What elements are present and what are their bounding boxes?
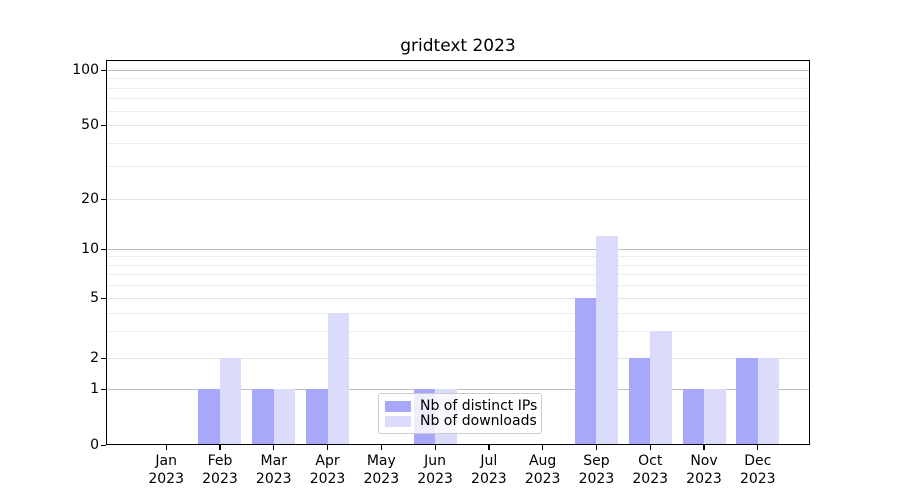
y-tick-label: 50 [81,117,99,133]
gridline-minor [106,78,810,80]
y-tick-label: 2 [90,350,99,366]
x-tick-label: Oct 2023 [632,453,669,487]
gridline-minor [106,87,810,89]
gridline-minor [106,274,810,276]
x-tick-mark [273,445,275,450]
y-tick-label: 10 [81,241,99,257]
chart-title: gridtext 2023 [400,36,516,56]
y-tick-mark [101,198,106,200]
gridline-sub [106,358,810,359]
bar-downloads-dec [757,358,780,445]
x-tick-mark [380,445,383,450]
bar-distinct-ips-dec [736,358,758,445]
gridline-minor [106,264,810,266]
x-tick-label: Nov 2023 [686,453,722,487]
gridline-minor [106,143,810,145]
gridline-minor [106,166,810,168]
y-tick-mark [101,357,106,359]
gridline-minor [106,256,810,258]
x-tick-mark [326,445,329,450]
bar-downloads-feb [219,358,242,445]
y-tick-label: 0 [90,437,99,453]
gridline-minor [106,331,810,333]
bar-downloads-sep [596,235,618,445]
y-tick-label: 1 [90,381,99,397]
plot-area [106,60,810,445]
legend-label-downloads: Nb of downloads [420,413,537,429]
y-tick-mark [101,248,106,250]
x-tick-label: Jun 2023 [417,453,453,487]
gridline-sub [106,199,810,200]
bar-distinct-ips-sep [574,298,597,445]
gridline-major [106,70,810,71]
x-tick-mark [649,445,651,450]
y-tick-mark [101,297,106,299]
x-tick-label: Jul 2023 [471,453,507,487]
x-tick-label: May 2023 [363,453,400,487]
x-tick-mark [542,445,544,450]
x-tick-mark [219,445,221,450]
plot-frame [106,60,810,445]
gridline-minor [106,110,810,112]
bar-downloads-oct [650,331,672,445]
x-tick-label: Sep 2023 [578,453,615,487]
legend-swatch-downloads [385,415,411,427]
x-tick-mark [703,445,705,450]
y-tick-label: 20 [81,191,99,207]
x-tick-label: Jan 2023 [148,453,184,487]
legend: Nb of distinct IPs Nb of downloads [378,393,542,434]
bar-downloads-nov [704,389,726,445]
x-tick-label: Mar 2023 [255,453,292,487]
y-tick-mark [101,388,106,390]
legend-item-downloads: Nb of downloads [385,414,537,428]
legend-swatch-distinct-ips [385,400,411,412]
bar-downloads-mar [273,389,296,445]
gridline-minor [106,285,810,287]
gridline-major [106,249,810,250]
x-tick-label: Apr 2023 [309,453,346,487]
gridline-sub [106,298,810,299]
gridline-sub [106,125,810,126]
bar-distinct-ips-oct [628,358,651,445]
y-tick-label: 5 [90,290,99,306]
y-tick-mark [101,124,106,126]
x-tick-mark [595,445,598,450]
legend-label-distinct-ips: Nb of distinct IPs [420,398,538,414]
x-tick-mark [488,445,490,450]
bar-distinct-ips-apr [306,389,328,445]
bar-distinct-ips-mar [252,389,274,445]
x-tick-label: Aug 2023 [524,453,561,487]
y-tick-label: 100 [72,62,99,78]
y-tick-mark [101,444,106,446]
x-tick-label: Feb 2023 [202,453,238,487]
x-tick-mark [757,445,759,450]
x-tick-mark [434,445,436,450]
x-tick-label: Dec 2023 [739,453,776,487]
gridline-minor [106,312,810,314]
legend-item-distinct-ips: Nb of distinct IPs [385,399,537,413]
bar-downloads-apr [327,312,350,445]
bar-distinct-ips-feb [198,389,220,445]
x-tick-mark [165,445,167,450]
gridline-major [106,389,810,390]
gridline-minor [106,98,810,100]
bar-distinct-ips-nov [682,389,704,445]
y-tick-mark [101,69,106,71]
